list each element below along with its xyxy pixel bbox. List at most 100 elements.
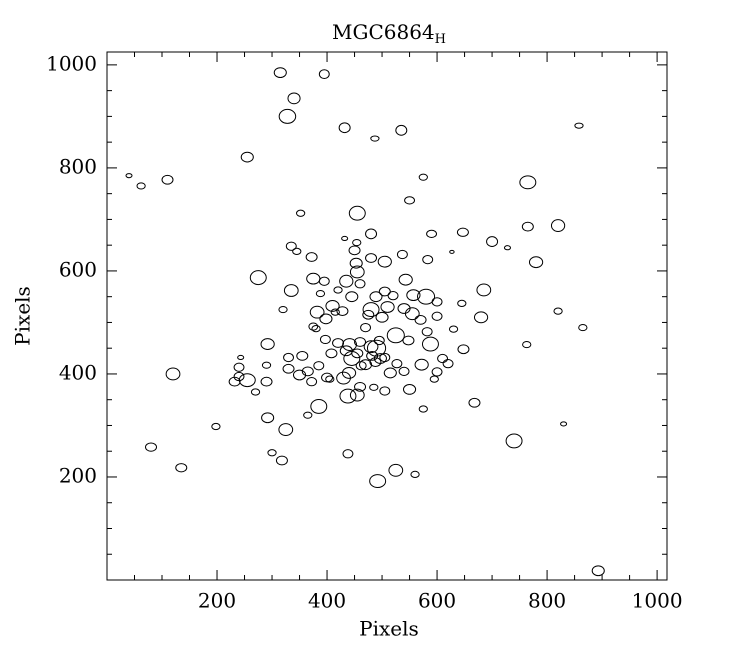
source-ellipse bbox=[313, 361, 325, 371]
source-ellipse bbox=[285, 241, 297, 251]
source-ellipse bbox=[342, 449, 354, 459]
source-ellipse bbox=[550, 219, 566, 233]
source-ellipse bbox=[267, 449, 277, 457]
source-ellipse bbox=[349, 265, 365, 279]
source-ellipse bbox=[306, 272, 321, 285]
source-ellipse bbox=[418, 405, 428, 413]
source-ellipse bbox=[505, 433, 523, 449]
source-ellipse bbox=[456, 227, 469, 237]
y-tick-label: 400 bbox=[59, 360, 97, 384]
source-ellipse bbox=[237, 354, 245, 361]
source-ellipse bbox=[468, 397, 481, 408]
title-subscript: H bbox=[435, 32, 446, 47]
x-tick-label: 800 bbox=[528, 589, 566, 613]
source-ellipse bbox=[375, 311, 389, 323]
source-ellipse bbox=[310, 398, 328, 414]
source-ellipse bbox=[442, 359, 454, 369]
source-ellipse bbox=[431, 297, 443, 307]
source-ellipse bbox=[429, 375, 439, 383]
source-ellipse bbox=[240, 151, 254, 163]
source-ellipse bbox=[386, 327, 405, 344]
source-ellipse bbox=[278, 108, 297, 124]
source-ellipse bbox=[301, 366, 314, 377]
source-ellipse bbox=[333, 286, 343, 294]
source-ellipse bbox=[145, 442, 158, 452]
source-ellipse bbox=[287, 92, 301, 105]
source-ellipse bbox=[421, 327, 433, 337]
source-ellipse bbox=[449, 249, 455, 254]
source-ellipse bbox=[476, 283, 492, 297]
source-ellipse bbox=[339, 274, 354, 288]
source-ellipse bbox=[336, 306, 349, 316]
source-ellipse bbox=[560, 421, 568, 427]
source-ellipse bbox=[378, 286, 391, 297]
source-ellipse bbox=[318, 69, 330, 80]
source-ellipse bbox=[404, 307, 420, 321]
source-ellipse bbox=[365, 228, 378, 240]
source-ellipse bbox=[448, 325, 459, 333]
source-ellipse bbox=[457, 299, 467, 307]
source-ellipse bbox=[319, 313, 333, 325]
source-ellipse bbox=[369, 383, 379, 391]
source-ellipse bbox=[387, 291, 399, 301]
y-tick-label: 1000 bbox=[46, 51, 97, 75]
source-ellipse bbox=[354, 337, 367, 347]
plot-frame bbox=[106, 51, 668, 581]
source-ellipse bbox=[528, 256, 544, 269]
source-ellipse bbox=[519, 175, 537, 190]
source-ellipse bbox=[395, 124, 408, 136]
source-ellipse bbox=[352, 239, 362, 247]
source-ellipse bbox=[250, 388, 261, 396]
source-ellipse bbox=[422, 254, 434, 265]
source-ellipse bbox=[319, 334, 331, 345]
source-ellipse bbox=[292, 247, 302, 255]
source-ellipse bbox=[275, 455, 288, 466]
source-ellipse bbox=[351, 348, 364, 359]
source-ellipse bbox=[355, 361, 367, 371]
source-ellipse bbox=[125, 173, 133, 179]
source-ellipse bbox=[283, 352, 294, 363]
source-ellipse bbox=[261, 361, 272, 369]
x-tick-label: 200 bbox=[198, 589, 236, 613]
source-ellipse bbox=[211, 422, 221, 431]
source-ellipse bbox=[383, 367, 397, 379]
source-ellipse bbox=[414, 358, 429, 371]
source-ellipse bbox=[175, 463, 188, 473]
source-ellipse bbox=[363, 340, 379, 354]
source-ellipse bbox=[325, 300, 340, 312]
source-ellipse bbox=[486, 236, 499, 247]
title-main: MGC6864 bbox=[332, 20, 435, 44]
source-ellipse bbox=[315, 290, 326, 298]
source-ellipse bbox=[574, 122, 584, 129]
source-ellipse bbox=[553, 307, 563, 315]
x-tick-label: 1000 bbox=[632, 589, 683, 613]
source-ellipse bbox=[403, 384, 417, 395]
source-ellipse bbox=[388, 463, 404, 477]
source-ellipse bbox=[457, 344, 470, 355]
y-tick-label: 200 bbox=[59, 463, 97, 487]
source-ellipse bbox=[261, 412, 275, 424]
source-ellipse bbox=[136, 182, 146, 190]
source-ellipse bbox=[431, 367, 443, 377]
source-ellipse bbox=[369, 474, 387, 489]
source-ellipse bbox=[398, 366, 410, 376]
source-ellipse bbox=[283, 284, 299, 297]
source-ellipse bbox=[341, 235, 349, 242]
source-ellipse bbox=[341, 367, 357, 379]
source-ellipse bbox=[365, 253, 378, 263]
source-ellipse bbox=[366, 339, 387, 357]
source-ellipse bbox=[402, 335, 415, 346]
source-ellipse bbox=[473, 311, 489, 324]
source-ellipse bbox=[273, 67, 287, 78]
source-ellipse bbox=[306, 377, 318, 387]
source-ellipse bbox=[366, 351, 379, 361]
source-ellipse bbox=[362, 302, 380, 318]
source-ellipse bbox=[379, 386, 391, 396]
source-ellipse bbox=[369, 357, 382, 367]
source-ellipse bbox=[418, 173, 428, 181]
source-ellipse bbox=[410, 470, 420, 478]
source-ellipse bbox=[426, 229, 438, 238]
y-tick-label: 800 bbox=[59, 154, 97, 178]
source-ellipse bbox=[330, 308, 340, 316]
source-ellipse bbox=[325, 375, 335, 383]
